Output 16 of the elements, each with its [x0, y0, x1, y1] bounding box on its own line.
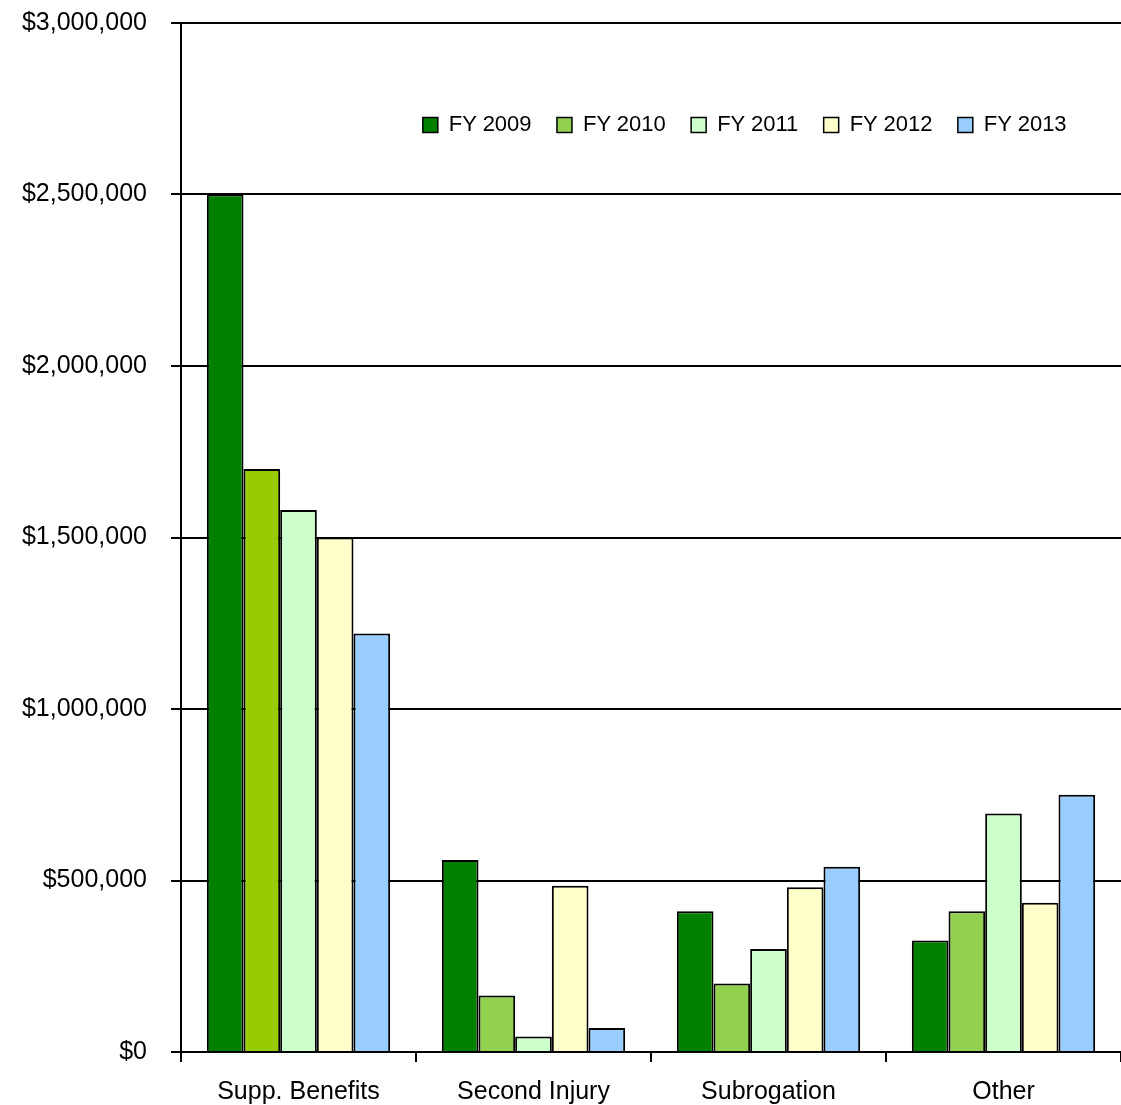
- legend-label: FY 2012: [849, 111, 933, 137]
- y-tick-label: $500,000: [42, 864, 147, 893]
- y-tick-label: $0: [119, 1035, 147, 1064]
- x-tick-label: Subrogation: [701, 1075, 836, 1104]
- legend-label: FY 2009: [448, 111, 532, 137]
- legend-label: FY 2013: [983, 111, 1067, 137]
- x-tick-label: Second Injury: [457, 1075, 611, 1104]
- x-tick-label: Supp. Benefits: [217, 1075, 380, 1104]
- y-tick-label: $2,000,000: [21, 349, 147, 378]
- legend-label: FY 2011: [717, 111, 799, 137]
- y-tick-label: $2,500,000: [21, 178, 147, 207]
- y-tick-label: $3,000,000: [21, 6, 147, 35]
- legend-label: FY 2010: [582, 111, 666, 137]
- y-tick-label: $1,000,000: [21, 692, 147, 721]
- x-tick-label: Other: [972, 1075, 1035, 1104]
- y-tick-label: $1,500,000: [21, 521, 147, 550]
